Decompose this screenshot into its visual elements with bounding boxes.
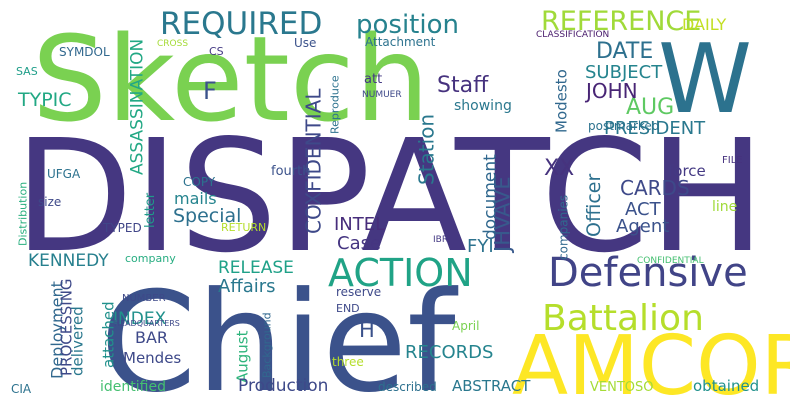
cloud-word: W	[658, 25, 752, 135]
cloud-word: H	[359, 318, 375, 342]
cloud-word: NUMUER	[362, 90, 402, 100]
cloud-word: DISPATCH	[14, 106, 765, 287]
cloud-word: IBR	[433, 235, 448, 245]
cloud-word: described	[378, 380, 437, 394]
cloud-word: Special	[173, 205, 241, 227]
cloud-word: NUMBER	[122, 293, 166, 304]
cloud-word: showing	[454, 98, 512, 114]
cloud-word: REQUIRED	[160, 6, 322, 42]
cloud-word: obtained	[693, 377, 759, 395]
cloud-word: Affairs	[218, 276, 276, 297]
cloud-word: mails	[174, 189, 217, 208]
cloud-word: Station	[415, 114, 439, 185]
cloud-word: PROCESSING	[58, 278, 76, 376]
cloud-word: CROSS	[157, 39, 188, 49]
cloud-word: position	[356, 10, 459, 40]
cloud-word: RETURN	[221, 221, 266, 234]
cloud-word: JHVAVE	[490, 176, 514, 254]
cloud-word: ACT	[625, 199, 662, 220]
cloud-word: END	[336, 302, 360, 315]
cloud-word: XX	[544, 156, 574, 181]
cloud-word: ASSASSINATION	[127, 39, 147, 175]
cloud-word: ABSTRACT	[452, 377, 531, 395]
cloud-word: Background	[261, 312, 274, 378]
cloud-word: REFERENCE	[541, 6, 701, 37]
cloud-word: DAILY	[682, 15, 726, 34]
cloud-word: JOHN	[584, 79, 638, 103]
cloud-word: Sketch	[32, 10, 430, 148]
cloud-word: SYMDOL	[59, 45, 110, 59]
cloud-word: RELEASE	[218, 258, 294, 278]
cloud-word: CIA	[11, 382, 32, 396]
cloud-word: attached	[100, 301, 118, 368]
cloud-word: AUG	[626, 95, 674, 120]
cloud-word: Mendes	[123, 349, 181, 367]
cloud-word: Officer	[583, 174, 605, 237]
cloud-word: CONFIDENTIAL	[637, 256, 704, 266]
cloud-word: force	[668, 162, 706, 180]
cloud-word: line	[712, 199, 737, 215]
cloud-word: Distribution	[17, 182, 30, 246]
cloud-word: Modesto	[553, 69, 571, 133]
cloud-word: Chief	[100, 262, 459, 405]
cloud-word: KENNEDY	[28, 251, 109, 271]
cloud-word: Staff	[437, 73, 489, 98]
cloud-word: COPY	[183, 175, 216, 189]
cloud-word: FILE	[722, 155, 743, 166]
cloud-word: att	[364, 72, 382, 87]
cloud-word: Battalion	[542, 298, 704, 339]
cloud-word: UFGA	[47, 167, 81, 181]
cloud-word: CARDS	[620, 176, 690, 200]
cloud-word: PRESIDENT	[604, 118, 706, 139]
cloud-word: SUBJECT	[585, 62, 663, 83]
cloud-word: letter	[143, 192, 158, 228]
cloud-word: AMCORE	[512, 319, 790, 405]
cloud-word: identified	[100, 379, 166, 395]
cloud-word: document	[480, 154, 500, 240]
cloud-word: TYPIC	[17, 89, 72, 111]
cloud-word: INDEX	[113, 309, 167, 329]
cloud-word: RECORDS	[405, 342, 493, 363]
cloud-word: April	[452, 319, 479, 333]
cloud-word: Deployment	[47, 281, 66, 379]
cloud-word: Defensive	[548, 250, 748, 296]
cloud-word: ACTION	[328, 251, 473, 295]
cloud-word: size	[38, 195, 61, 209]
cloud-word: three	[332, 355, 364, 369]
cloud-word: Reproduce	[329, 75, 342, 134]
cloud-word: reserve	[336, 285, 381, 299]
cloud-word: TYPED	[102, 221, 142, 235]
cloud-word: SAS	[16, 65, 38, 78]
cloud-word: CLASSIFICATION	[536, 30, 609, 40]
cloud-word: Agent	[616, 216, 669, 237]
cloud-word: DATE	[596, 39, 653, 64]
cloud-word: COXFIDENTIAL	[302, 88, 326, 234]
cloud-word: fourth	[271, 164, 310, 179]
cloud-word: Case	[337, 233, 381, 254]
cloud-word: Attachment	[365, 35, 436, 49]
cloud-word: postmarked	[588, 119, 659, 133]
cloud-word: Production	[238, 376, 328, 396]
cloud-word: VENTOSO	[590, 380, 654, 395]
cloud-word: BAR	[135, 328, 168, 347]
cloud-word: F	[203, 77, 217, 105]
cloud-word: company	[125, 252, 176, 265]
cloud-word: INTEL	[334, 214, 385, 235]
cloud-word: Use	[294, 36, 316, 50]
cloud-word: FYI	[467, 236, 494, 257]
cloud-word: HEADQUARTERS	[114, 319, 180, 328]
cloud-word: CS	[209, 45, 224, 58]
cloud-word: August	[234, 330, 252, 383]
cloud-word: companies	[556, 195, 570, 260]
cloud-word: delivered	[69, 306, 87, 376]
